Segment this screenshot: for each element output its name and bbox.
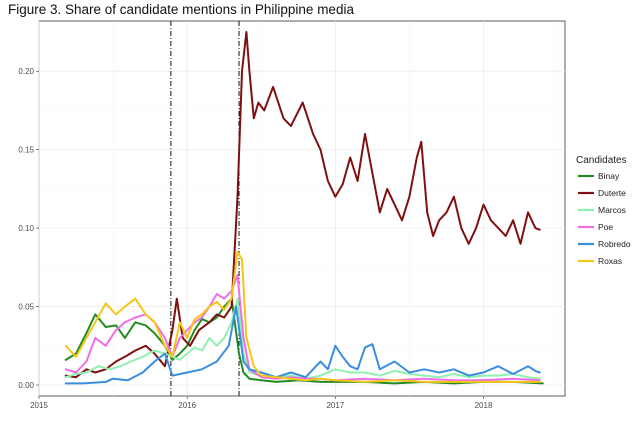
legend-title: Candidates [576,155,627,166]
series-line-binay [64,297,544,385]
x-tick-label: 2016 [178,401,196,410]
y-tick-label: 0.05 [18,303,34,312]
legend: Candidates Binay Duterte Marcos Poe Robredo R… [576,155,631,266]
legend-label-marcos: Marcos [598,205,626,215]
x-tick-label: 2017 [326,401,344,410]
legend-label-robredo: Robredo [598,239,631,249]
axis-ticks: 0.00 0.05 0.10 0.15 0.20 2015 2016 2017 2018 [18,67,493,410]
series-lines [64,31,544,385]
legend-label-duterte: Duterte [598,188,626,198]
legend-label-binay: Binay [598,171,620,181]
y-tick-label: 0.00 [18,381,34,390]
y-tick-label: 0.20 [18,67,34,76]
grid-lines [38,21,565,396]
legend-label-poe: Poe [598,222,613,232]
series-line-roxas [64,250,541,383]
series-line-marcos [64,297,541,380]
series-line-robredo [64,305,541,385]
y-tick-label: 0.10 [18,224,34,233]
x-tick-label: 2018 [475,401,493,410]
legend-label-roxas: Roxas [598,256,622,266]
y-tick-label: 0.15 [18,146,34,155]
chart-title: Figure 3. Share of candidate mentions in… [8,2,354,17]
series-line-poe [64,274,541,382]
x-tick-label: 2015 [30,401,48,410]
